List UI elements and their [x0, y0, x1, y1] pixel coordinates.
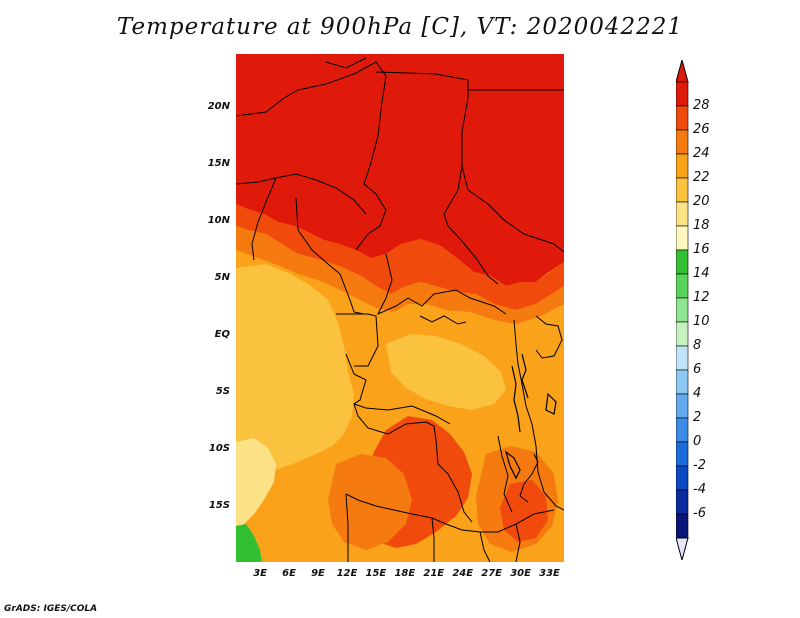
longitude-tick-label: 18E	[394, 568, 416, 579]
colorbar-swatch	[676, 393, 689, 419]
colorbar-swatch	[676, 465, 689, 491]
country-borders	[236, 57, 564, 562]
field-26-se	[500, 480, 548, 542]
longitude-tick-label: 6E	[282, 568, 296, 579]
colorbar-label: 6	[693, 362, 702, 377]
colorbar-under-triangle	[676, 537, 689, 560]
latitude-tick-label: 10S	[208, 443, 230, 455]
longitude-tick-label: 24E	[452, 568, 474, 579]
field-20-west	[236, 264, 354, 484]
field-24-band	[236, 226, 564, 324]
colorbar-label: 4	[693, 386, 702, 401]
colorbar-swatch	[676, 297, 689, 323]
map-svg	[236, 54, 564, 562]
colorbar-swatch	[676, 177, 689, 203]
colorbar-swatch	[676, 129, 689, 155]
longitude-tick-label: 21E	[423, 568, 445, 579]
colorbar-swatch	[676, 513, 689, 539]
colorbar-swatch	[676, 249, 689, 275]
colorbar-label: 20	[693, 194, 710, 209]
colorbar-label: 14	[693, 266, 710, 281]
colorbar-swatch	[676, 321, 689, 347]
colorbar-label: 16	[693, 242, 710, 257]
grads-credit: GrADS: IGES/COLA	[4, 604, 98, 614]
colorbar-label: 8	[693, 338, 702, 353]
colorbar-label: -4	[693, 482, 706, 497]
field-26-band	[236, 204, 564, 310]
colorbar-swatch	[676, 417, 689, 443]
longitude-tick-label: 12E	[336, 568, 358, 579]
field-18-sw	[236, 438, 276, 530]
colorbar-label: 26	[693, 122, 710, 137]
longitude-tick-label: 30E	[510, 568, 531, 579]
colorbar-label: 10	[693, 314, 710, 329]
latitude-tick-label: 20N	[207, 100, 230, 112]
colorbar-over-triangle	[676, 60, 689, 83]
latitude-tick-label: 15S	[208, 500, 230, 512]
map-title: Temperature at 900hPa [C], VT: 202004222…	[116, 14, 684, 40]
colorbar-label: 12	[693, 290, 710, 305]
colorbar-swatch	[676, 273, 689, 299]
latitude-tick-label: 15N	[207, 157, 230, 169]
latitude-tick-label: 10N	[207, 214, 230, 226]
colorbar-label: 0	[693, 434, 702, 449]
colorbar-swatch	[676, 105, 689, 131]
colorbar-swatch	[676, 153, 689, 179]
colorbar-label: -6	[693, 506, 706, 521]
colorbar-swatch	[676, 201, 689, 227]
colorbar-swatch	[676, 489, 689, 515]
longitude-tick-label: 9E	[311, 568, 325, 579]
colorbar-label: 2	[693, 410, 702, 425]
field-20-center	[386, 334, 506, 410]
colorbar-swatch	[676, 81, 689, 107]
colorbar-label: 24	[693, 146, 710, 161]
colorbar	[676, 60, 689, 560]
colorbar-swatch	[676, 441, 689, 467]
longitude-tick-label: 33E	[539, 568, 560, 579]
colorbar-swatch	[676, 369, 689, 395]
temperature-map	[236, 54, 564, 562]
colorbar-label: 18	[693, 218, 710, 233]
longitude-tick-label: 15E	[365, 568, 387, 579]
longitude-tick-label: 3E	[253, 568, 267, 579]
colorbar-swatch	[676, 225, 689, 251]
field-24-south	[328, 454, 412, 550]
latitude-tick-label: 5S	[215, 386, 230, 398]
colorbar-label: 28	[693, 98, 710, 113]
field-14-sw	[236, 524, 262, 562]
colorbar-swatch	[676, 345, 689, 371]
latitude-tick-label: 5N	[214, 271, 230, 283]
colorbar-label: -2	[693, 458, 706, 473]
longitude-tick-label: 27E	[481, 568, 503, 579]
field-28-north	[236, 54, 564, 286]
colorbar-label: 22	[693, 170, 710, 185]
latitude-tick-label: EQ	[214, 328, 230, 340]
lake-outlines	[504, 353, 557, 480]
